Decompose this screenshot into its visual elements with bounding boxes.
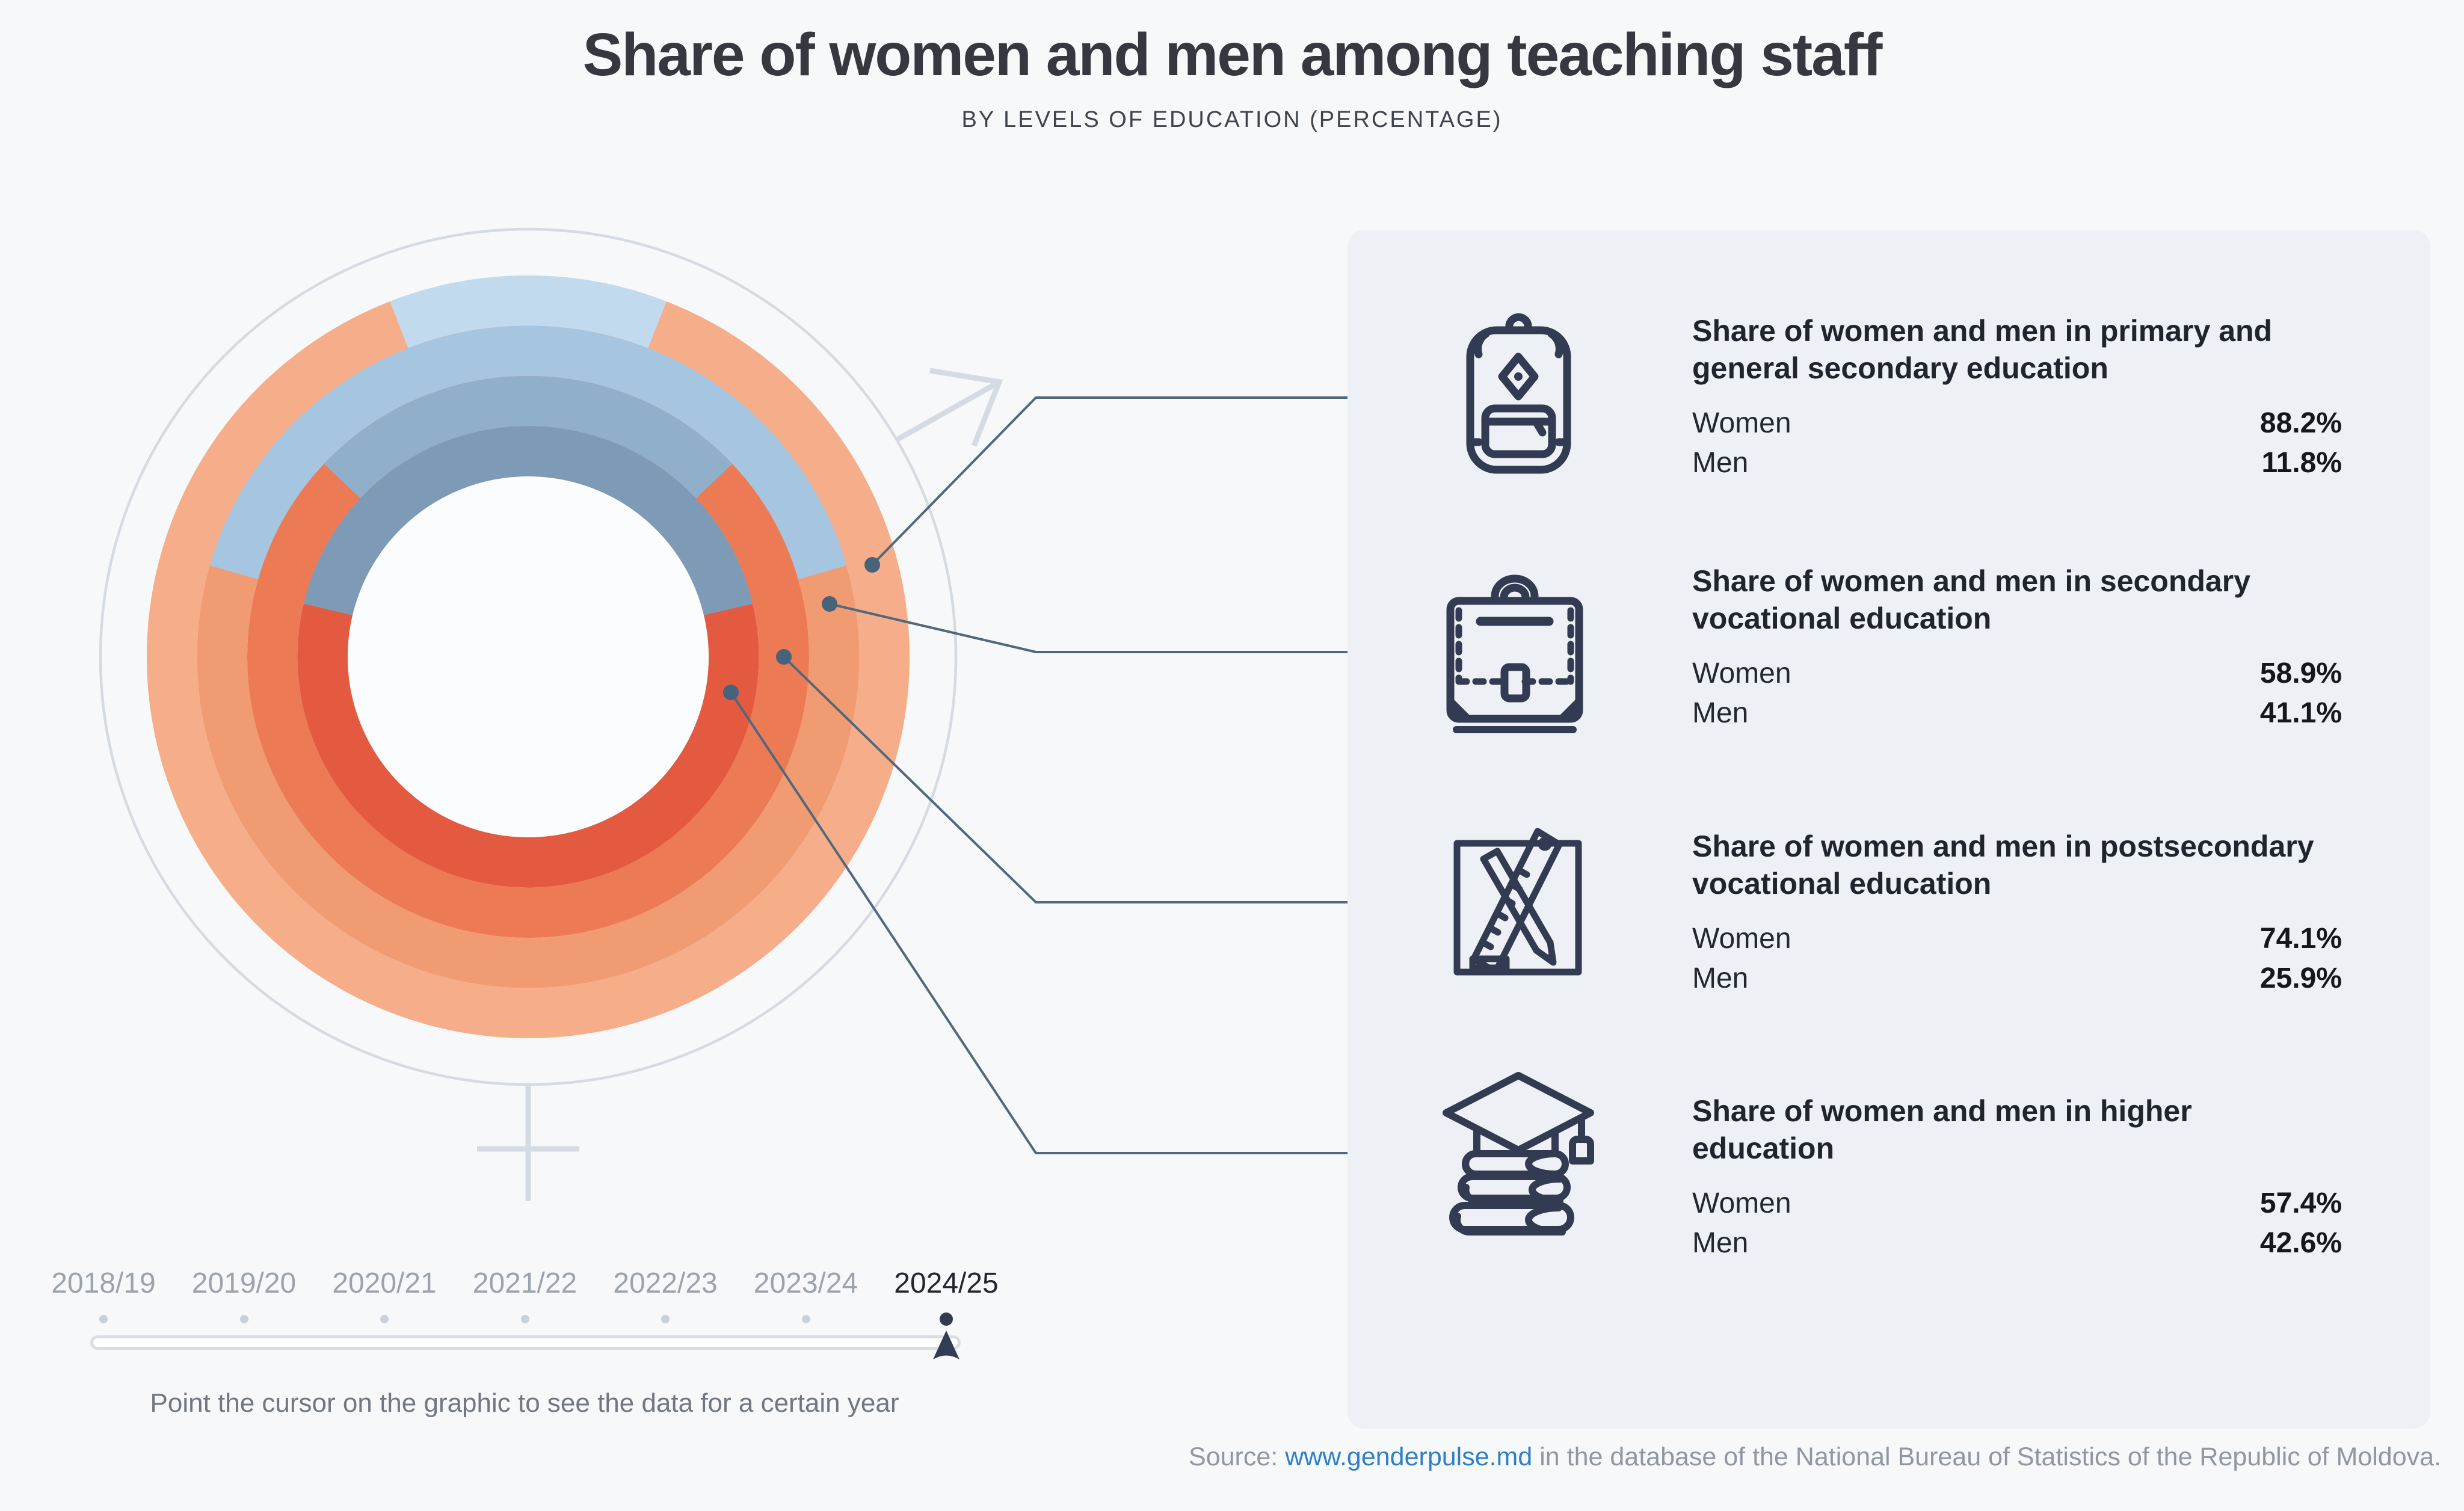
stat-row-men: Men 11.8% [1692, 446, 2342, 479]
row-value: 74.1% [2259, 922, 2342, 955]
section-title: Share of women and men in secondary voca… [1692, 564, 2251, 635]
timeline-pointer[interactable] [932, 1329, 961, 1362]
timeline-tick-dot [99, 1315, 108, 1323]
section-title: Share of women and men in higher educati… [1692, 1094, 2192, 1165]
graduation-books-icon [1438, 1067, 1599, 1239]
timeline-tick-dot [520, 1315, 529, 1323]
timeline-year-2021-22[interactable]: 2021/22 [472, 1267, 578, 1299]
row-label: Women [1692, 922, 1791, 955]
timeline-hint: Point the cursor on the graphic to see t… [150, 1388, 899, 1418]
row-value: 25.9% [2259, 962, 2342, 994]
bar-track [1816, 1228, 2213, 1257]
row-value: 42.6% [2259, 1226, 2342, 1259]
ring-anchor-dot-1 [864, 557, 880, 573]
timeline-year-2018-19[interactable]: 2018/19 [51, 1267, 156, 1299]
bar-track [1816, 924, 2213, 953]
bar-track [1816, 659, 2213, 688]
stat-row-women: Women 88.2% [1692, 407, 2342, 439]
timeline-tick-dot [661, 1315, 670, 1323]
stat-row-men: Men 25.9% [1692, 962, 2342, 994]
donut-ring-2-men-arc[interactable] [324, 376, 733, 499]
bar-track [1816, 1189, 2213, 1217]
backpack-icon [1452, 301, 1585, 491]
connector-line-1 [871, 396, 1391, 566]
connector-lines [730, 396, 1391, 1154]
connector-line-4 [730, 691, 1391, 1154]
panel-section-higher-education: Share of women and men in higher educati… [1692, 1092, 2342, 1268]
ring-anchor-dot-4 [723, 685, 739, 700]
row-value: 58.9% [2259, 657, 2342, 689]
male-arrow-icon [895, 368, 1003, 447]
stat-row-women: Women 58.9% [1692, 657, 2342, 689]
timeline-slider-track[interactable] [90, 1335, 961, 1350]
row-label: Women [1692, 1187, 1791, 1219]
source-prefix: Source: [1189, 1442, 1286, 1471]
bar-track [1816, 448, 2213, 477]
row-label: Men [1692, 446, 1749, 479]
donut-chart[interactable] [0, 0, 1444, 1511]
row-label: Women [1692, 407, 1791, 439]
stat-row-women: Women 74.1% [1692, 922, 2342, 955]
section-title: Share of women and men in postsecondary … [1692, 829, 2314, 900]
row-value: 57.4% [2259, 1187, 2342, 1219]
connector-line-2 [829, 603, 1391, 653]
row-value: 88.2% [2259, 407, 2342, 439]
stat-row-men: Men 41.1% [1692, 697, 2342, 729]
donut-ring-0-men-arc[interactable] [390, 275, 667, 349]
ring-anchor-dot-2 [822, 596, 837, 612]
timeline-year-2024-25[interactable]: 2024/25 [894, 1267, 999, 1299]
source-link[interactable]: www.genderpulse.md [1285, 1442, 1533, 1471]
timeline-tick-dot [380, 1315, 389, 1323]
ring-anchor-dot-3 [776, 649, 792, 665]
row-label: Women [1692, 657, 1791, 689]
timeline-tick-dot [940, 1313, 953, 1326]
connector-line-3 [783, 656, 1391, 903]
timeline-year-2022-23[interactable]: 2022/23 [613, 1267, 718, 1299]
panel-section-postsecondary-vocational: Share of women and men in postsecondary … [1692, 828, 2342, 1003]
page-title: Share of women and men among teaching st… [582, 21, 1883, 88]
connector-dots [723, 557, 880, 700]
timeline-tick-dot [239, 1315, 248, 1323]
row-label: Men [1692, 697, 1749, 729]
donut-hole [348, 476, 709, 837]
panel-section-primary-secondary: Share of women and men in primary and ge… [1692, 312, 2342, 488]
timeline-tick-dot [801, 1315, 810, 1323]
source-suffix: in the database of the National Bureau o… [1532, 1442, 2441, 1471]
bar-track [1816, 698, 2213, 727]
timeline-year-2020-21[interactable]: 2020/21 [332, 1267, 437, 1299]
row-label: Men [1692, 1226, 1749, 1259]
source-line: Source: www.genderpulse.md in the databa… [1189, 1442, 2441, 1472]
bar-track [1816, 408, 2213, 437]
donut-ring-1-men-arc[interactable] [209, 325, 847, 580]
row-value: 11.8% [2261, 446, 2342, 479]
donut-ring-3-men-arc[interactable] [303, 426, 753, 615]
section-title: Share of women and men in primary and ge… [1692, 314, 2273, 385]
row-value: 41.1% [2259, 697, 2342, 729]
timeline-year-2023-24[interactable]: 2023/24 [753, 1267, 858, 1299]
stats-panel: Share of women and men in primary and ge… [1348, 230, 2430, 1429]
page-subtitle: BY LEVELS OF EDUCATION (PERCENTAGE) [961, 107, 1503, 132]
stat-row-women: Women 57.4% [1692, 1187, 2342, 1219]
bar-track [1816, 964, 2213, 992]
briefcase-icon [1435, 566, 1595, 734]
row-label: Men [1692, 962, 1749, 994]
timeline-year-2019-20[interactable]: 2019/20 [191, 1267, 297, 1299]
panel-section-secondary-vocational: Share of women and men in secondary voca… [1692, 562, 2342, 738]
female-cross-icon [477, 1085, 579, 1201]
gender-symbol [99, 227, 1003, 1201]
stat-row-men: Men 42.6% [1692, 1226, 2342, 1259]
pencil-ruler-icon [1447, 828, 1588, 981]
